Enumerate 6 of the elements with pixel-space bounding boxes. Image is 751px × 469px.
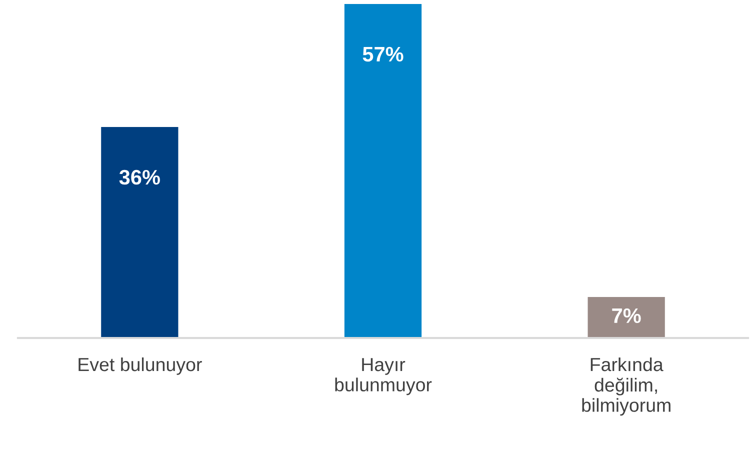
- data-label: 7%: [612, 308, 641, 324]
- x-tick-label: Farkında değilim, bilmiyorum: [582, 357, 670, 416]
- x-tick-label: Hayır bulunmuyor: [335, 358, 432, 396]
- data-label: 57%: [362, 46, 404, 62]
- x-tick-label: Evet bulunuyor: [78, 357, 202, 375]
- data-label: 36%: [119, 170, 160, 185]
